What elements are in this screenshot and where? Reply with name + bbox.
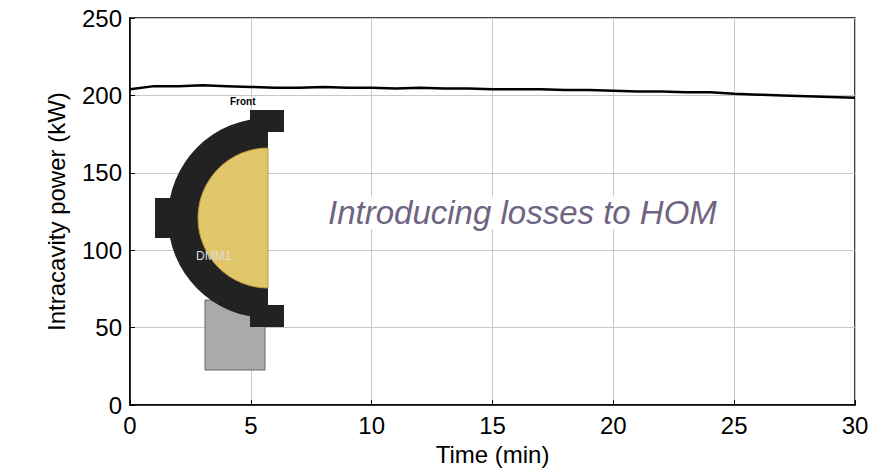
- svg-text:5: 5: [244, 412, 257, 439]
- svg-text:30: 30: [842, 412, 869, 439]
- svg-text:0: 0: [123, 412, 136, 439]
- svg-text:100: 100: [82, 237, 122, 264]
- svg-text:DMM1: DMM1: [196, 249, 232, 263]
- svg-text:200: 200: [82, 82, 122, 109]
- svg-text:10: 10: [358, 412, 385, 439]
- svg-text:0: 0: [109, 392, 122, 419]
- svg-text:Time (min): Time (min): [436, 441, 550, 468]
- svg-text:20: 20: [600, 412, 627, 439]
- svg-text:25: 25: [721, 412, 748, 439]
- svg-text:Intracavity power (kW): Intracavity power (kW): [43, 92, 70, 331]
- svg-text:Front: Front: [230, 96, 256, 107]
- svg-text:150: 150: [82, 159, 122, 186]
- svg-text:50: 50: [95, 314, 122, 341]
- svg-text:Introducing losses to HOM: Introducing losses to HOM: [328, 194, 717, 231]
- svg-text:250: 250: [82, 5, 122, 32]
- svg-text:15: 15: [479, 412, 506, 439]
